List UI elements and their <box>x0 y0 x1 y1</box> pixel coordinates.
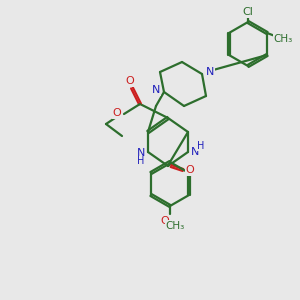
Text: N: N <box>191 147 199 157</box>
Text: H: H <box>197 141 205 151</box>
Text: N: N <box>152 85 160 95</box>
Text: O: O <box>126 76 134 86</box>
Text: O: O <box>112 108 122 118</box>
Text: CH₃: CH₃ <box>165 221 184 231</box>
Text: H: H <box>137 156 145 166</box>
Text: O: O <box>186 165 194 175</box>
Text: Cl: Cl <box>243 7 254 17</box>
Text: O: O <box>160 216 169 226</box>
Text: N: N <box>137 148 145 158</box>
Text: CH₃: CH₃ <box>273 34 293 44</box>
Text: N: N <box>206 67 214 77</box>
